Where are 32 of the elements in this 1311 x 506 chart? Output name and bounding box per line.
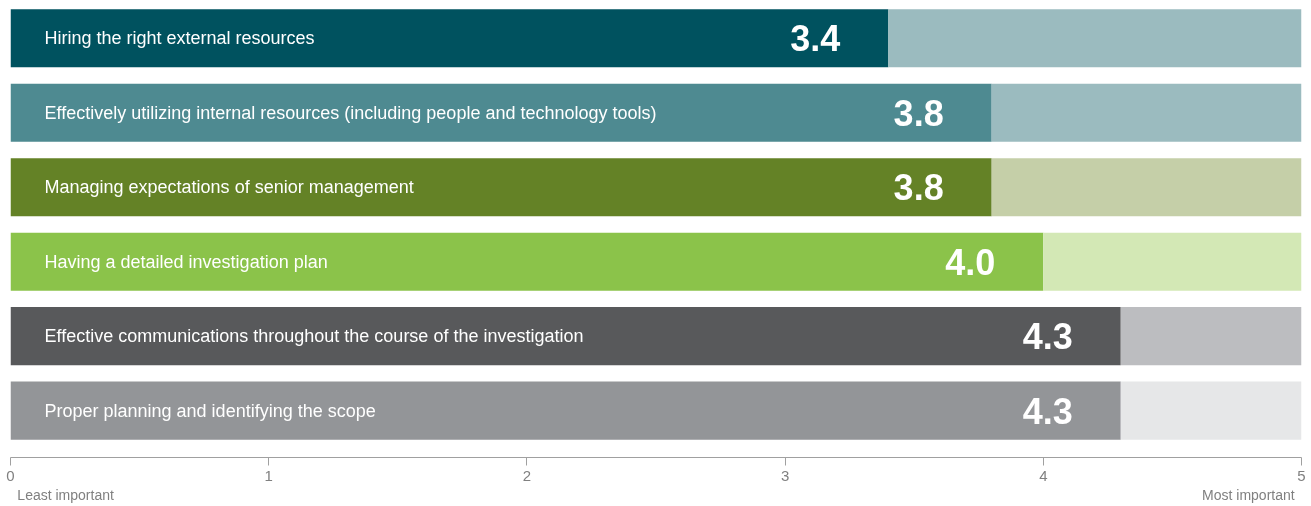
bar bbox=[991, 158, 1302, 217]
data-label: 4.0 bbox=[945, 241, 996, 283]
data-label: 3.4 bbox=[790, 18, 841, 60]
bar bbox=[10, 83, 992, 142]
x-tick-label: 1 bbox=[264, 466, 273, 484]
bar bbox=[10, 158, 992, 217]
y-tick-label: Proper planning and identifying the scope bbox=[44, 400, 376, 421]
text: Least important bbox=[17, 486, 114, 503]
x-tick-label: 2 bbox=[522, 466, 532, 484]
bar bbox=[991, 83, 1302, 142]
data-label: 4.3 bbox=[1022, 390, 1073, 432]
x-tick-label: 0 bbox=[6, 466, 15, 484]
y-tick-label: Managing expectations of senior management bbox=[44, 177, 414, 198]
y-tick-label: Effective communications throughout the course of the investigation bbox=[44, 326, 584, 347]
x-tick-label: 4 bbox=[1039, 466, 1048, 484]
bar bbox=[1043, 232, 1302, 291]
y-tick-label: Having a detailed investigation plan bbox=[44, 251, 328, 272]
bar bbox=[1120, 381, 1302, 440]
data-label: 3.8 bbox=[893, 167, 944, 209]
text: Most important bbox=[1202, 486, 1295, 503]
y-tick-label: Effectively utilizing internal resources (including people and technology tools) bbox=[44, 102, 657, 123]
bar bbox=[10, 307, 1121, 366]
bar bbox=[10, 381, 1121, 440]
x-tick-label: 3 bbox=[780, 466, 790, 484]
bar bbox=[888, 9, 1302, 68]
x-tick-label: 5 bbox=[1297, 466, 1306, 484]
y-tick-label: Hiring the right external resources bbox=[44, 28, 315, 49]
bar bbox=[10, 9, 889, 68]
bar bbox=[10, 232, 1044, 291]
data-label: 3.8 bbox=[893, 92, 944, 134]
bar bbox=[1120, 307, 1302, 366]
data-label: 4.3 bbox=[1022, 316, 1073, 358]
